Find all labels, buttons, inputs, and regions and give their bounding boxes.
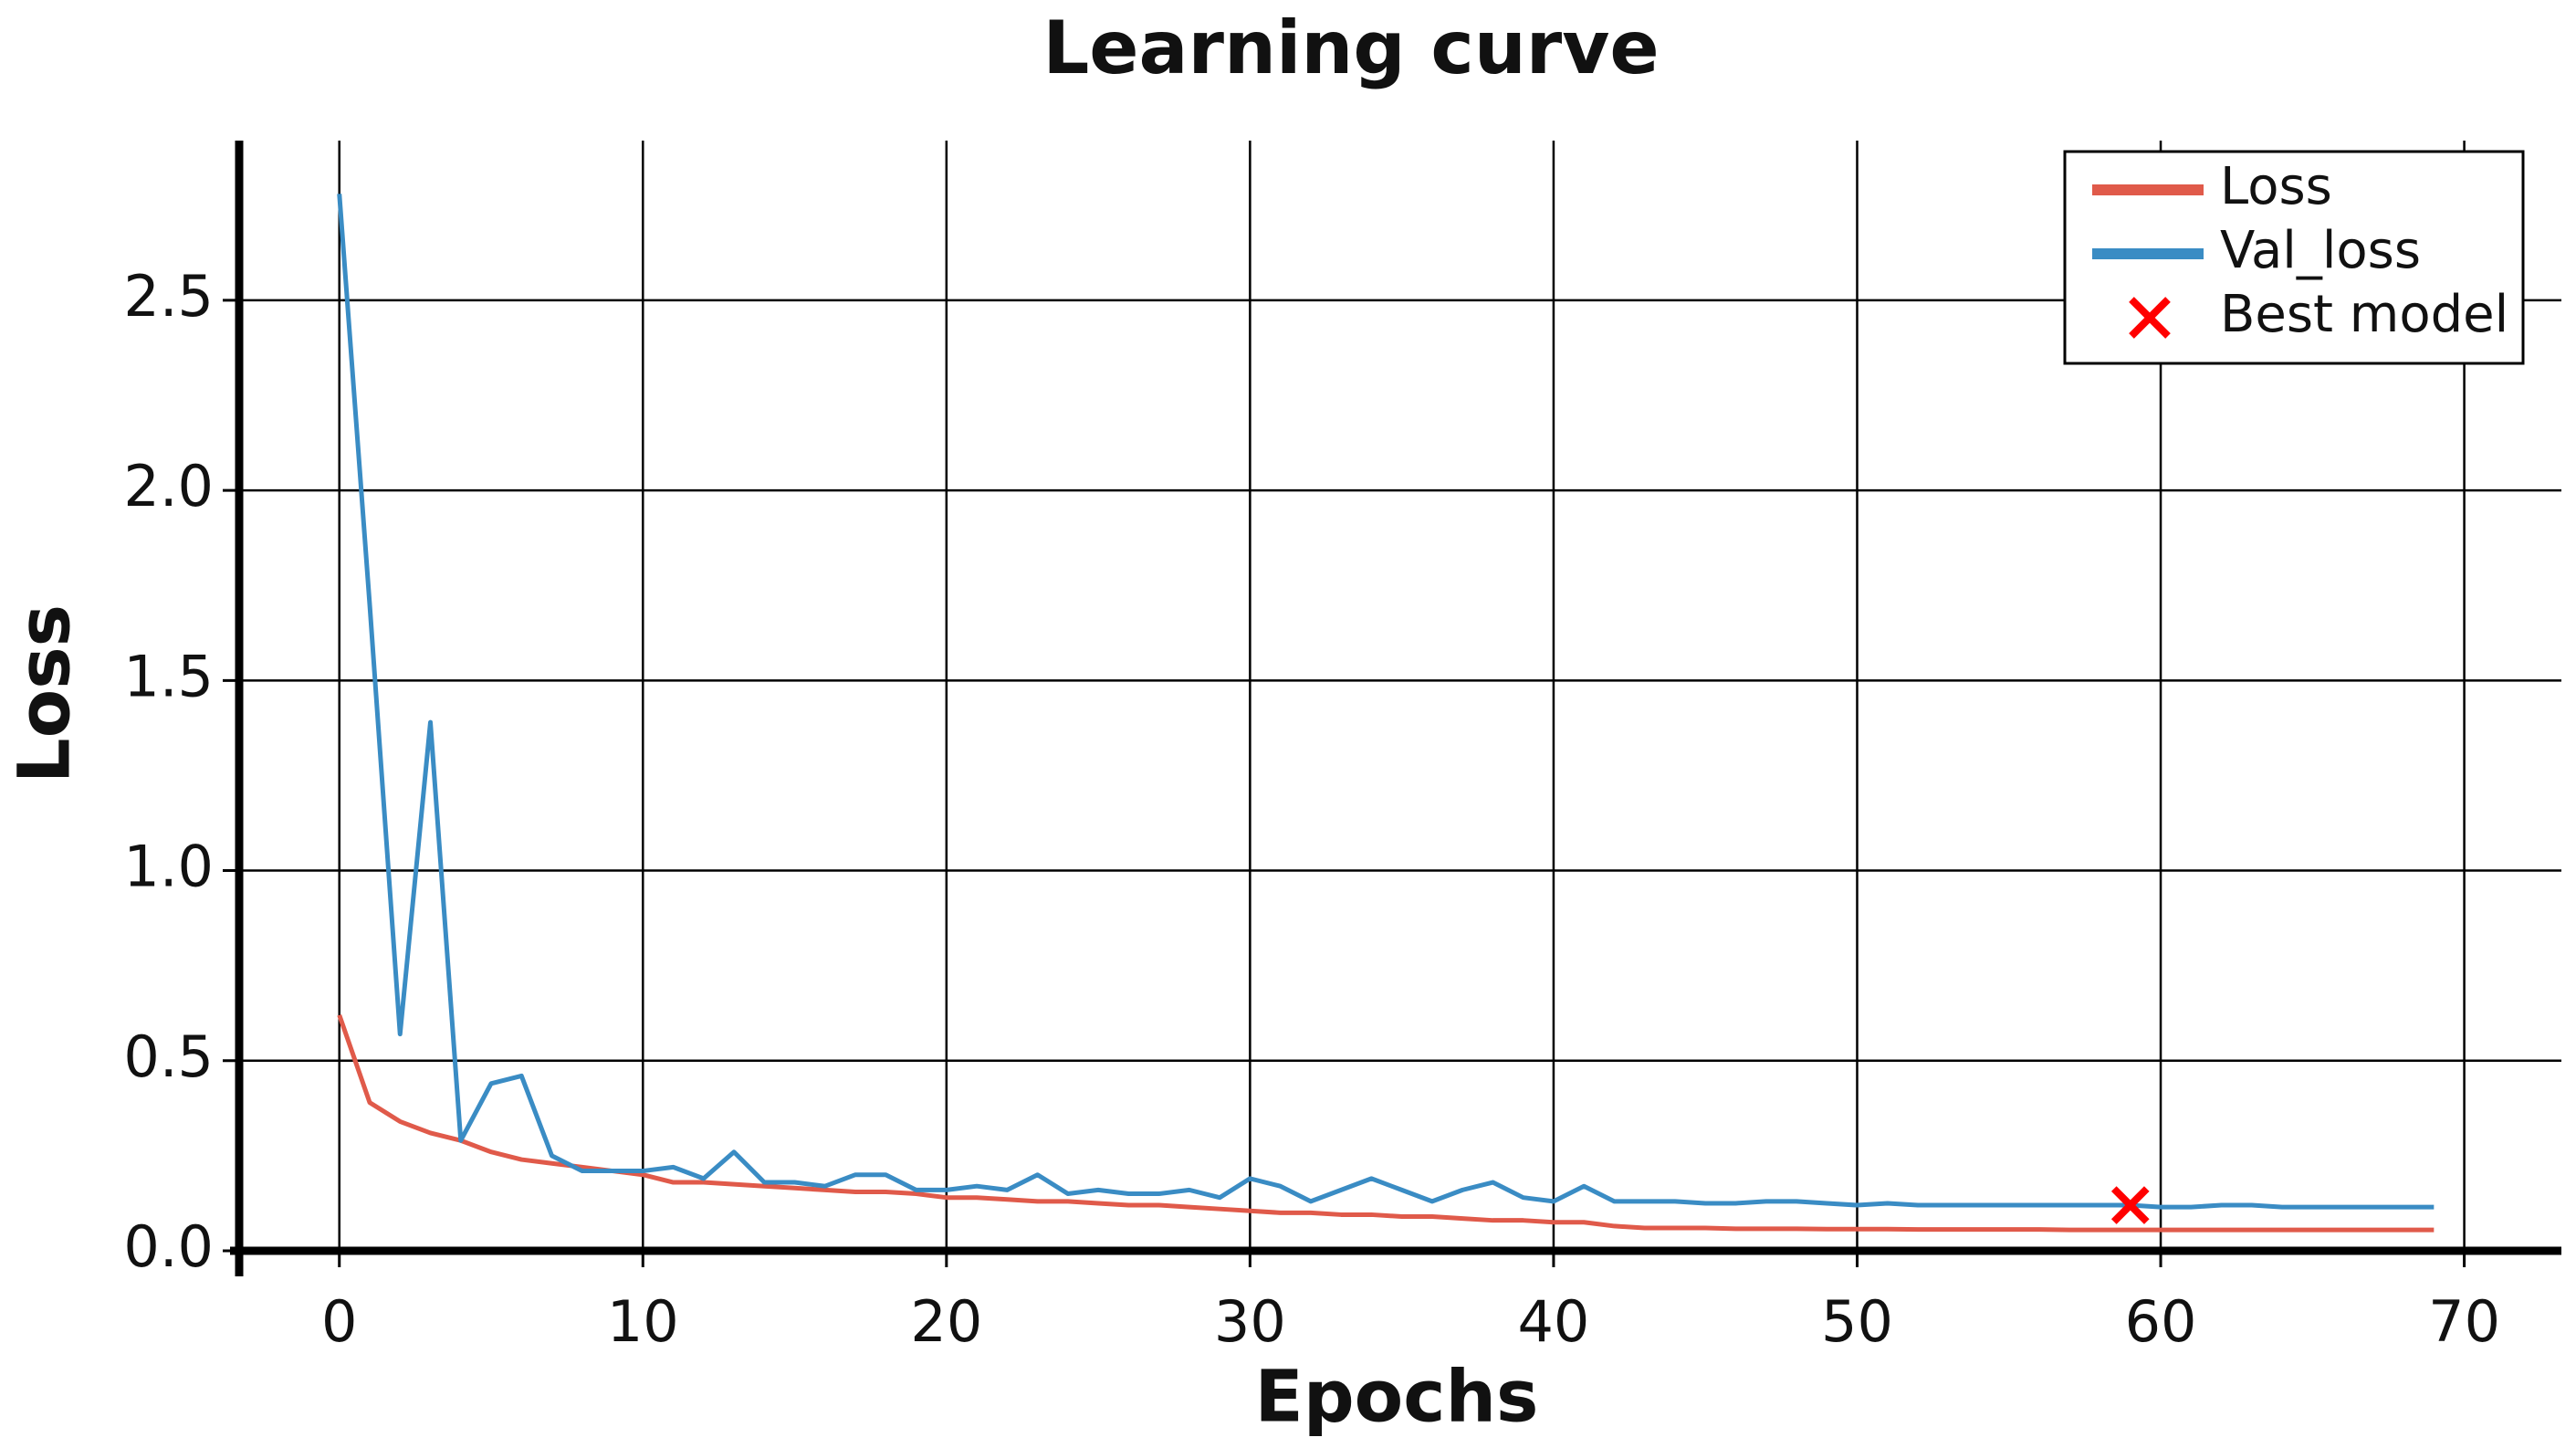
x-axis-label: Epochs: [1255, 1356, 1539, 1438]
marker-x: [2110, 1186, 2150, 1224]
y-tick-label: 0.0: [123, 1213, 214, 1280]
series-line: [337, 1013, 2435, 1233]
legend-label: Val_loss: [2220, 221, 2421, 280]
x-tick-label: 40: [1517, 1288, 1589, 1355]
legend-label: Loss: [2220, 157, 2332, 216]
x-tick-label: 70: [2428, 1288, 2500, 1355]
x-tick-label: 30: [1214, 1288, 1286, 1355]
x-tick-label: 20: [910, 1288, 982, 1355]
series-line: [337, 194, 2435, 1210]
legend-swatch: [2129, 297, 2171, 339]
y-tick-label: 2.5: [123, 263, 214, 330]
x-tick-label: 10: [607, 1288, 679, 1355]
x-tick-label: 0: [321, 1288, 357, 1355]
y-tick-label: 0.5: [123, 1023, 214, 1090]
x-tick-label: 60: [2125, 1288, 2197, 1355]
y-tick-label: 1.5: [123, 643, 214, 709]
legend-label: Best model: [2220, 285, 2508, 344]
y-axis-label: Loss: [4, 604, 86, 783]
x-tick-label: 50: [1821, 1288, 1893, 1355]
chart-title: Learning curve: [1042, 5, 1659, 90]
best-model-marker: [2110, 1186, 2150, 1224]
y-tick-label: 1.0: [123, 834, 214, 900]
y-tick-label: 2.0: [123, 453, 214, 519]
